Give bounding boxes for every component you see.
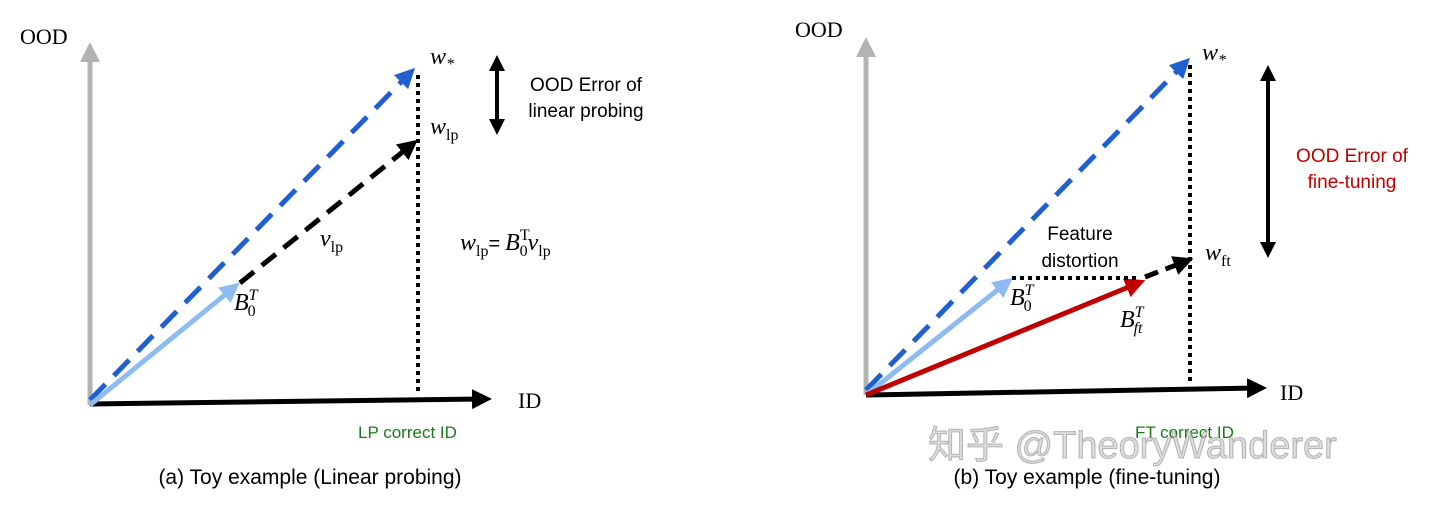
correct-id: FT correct ID	[1135, 423, 1234, 442]
w-star-arrow	[88, 67, 415, 402]
error-label: linear probing	[528, 101, 643, 122]
y-axis-label: OOD	[795, 17, 843, 42]
watermark: 知乎 @TheoryWanderer	[928, 425, 1337, 467]
b0-arrow	[864, 277, 1013, 397]
error-label: OOD Error of	[1296, 146, 1409, 167]
head-arrow	[1144, 256, 1194, 280]
w-star: w*	[1202, 40, 1226, 69]
b0-label: BT 0	[1010, 282, 1035, 315]
distortion-label: Feature	[1047, 224, 1112, 245]
x-axis-label: ID	[1280, 380, 1303, 405]
x-axis-label: ID	[518, 388, 541, 413]
b0-label: BT 0	[234, 287, 259, 320]
w-star: w*	[430, 44, 454, 73]
w-lp: wlp	[430, 114, 458, 144]
y-axis-label: OOD	[20, 24, 68, 49]
x-axis	[89, 389, 492, 410]
equation: wlp= BT 0vlp	[460, 227, 551, 260]
panel-b: OOD ID w* OOD Error of fine-tuning Featu…	[795, 17, 1409, 489]
w-ft: wft	[1205, 240, 1231, 270]
bft-label: BT ft	[1120, 304, 1145, 337]
caption: (a) Toy example (Linear probing)	[158, 466, 461, 489]
panel-a: OOD ID w* wlp OOD Error of linear probin…	[20, 24, 644, 489]
w-star-arrow	[864, 57, 1190, 392]
error-label: OOD Error of	[530, 75, 643, 96]
v-lp-arrow	[238, 139, 418, 285]
distortion-label: distortion	[1041, 251, 1118, 272]
bft-arrow	[865, 278, 1146, 398]
caption: (b) Toy example (fine-tuning)	[954, 466, 1221, 489]
error-label: fine-tuning	[1308, 172, 1397, 193]
correct-id: LP correct ID	[358, 423, 457, 442]
x-axis	[865, 378, 1267, 399]
b0-arrow	[88, 282, 240, 407]
v-lp: vlp	[320, 226, 343, 256]
